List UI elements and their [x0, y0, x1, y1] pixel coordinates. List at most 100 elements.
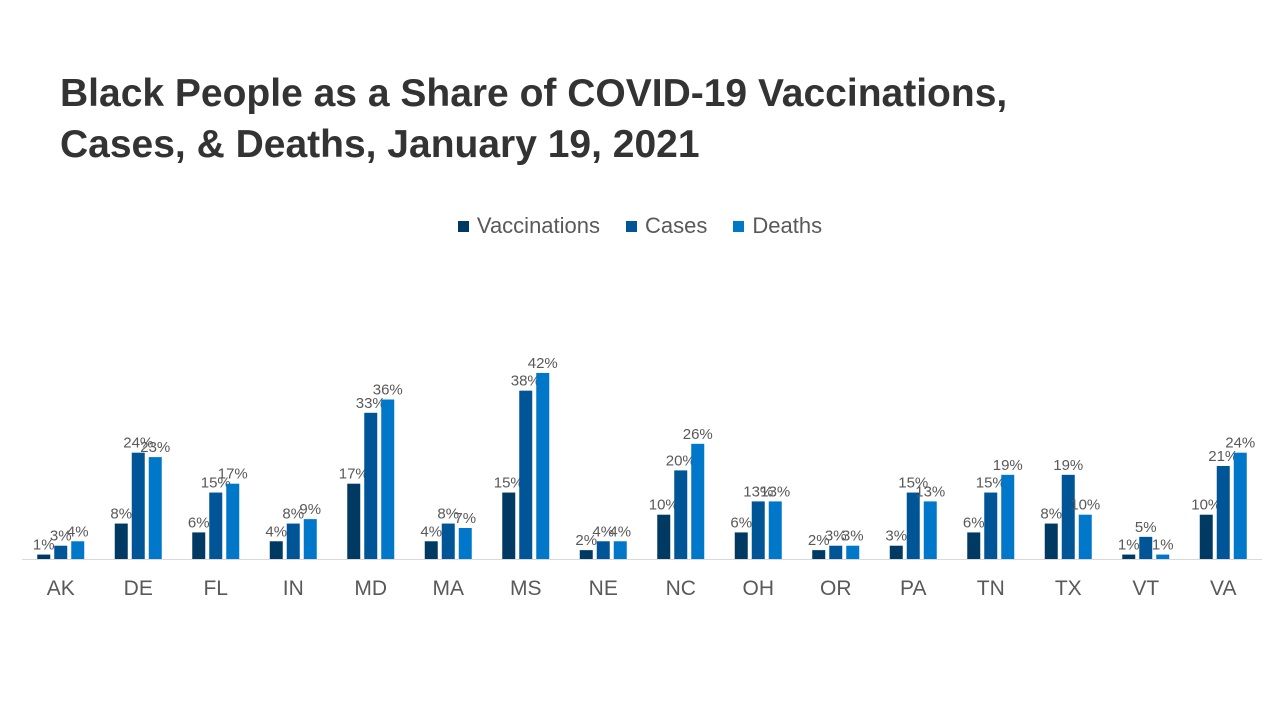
bar-deaths-md — [381, 399, 395, 559]
bar-vaccinations-ma — [424, 541, 438, 559]
data-label-cases-md: 33% — [356, 395, 386, 412]
x-tick-label-tx: TX — [1055, 577, 1082, 600]
data-label-deaths-ak: 4% — [67, 523, 89, 540]
data-label-deaths-tx: 10% — [1070, 497, 1100, 514]
x-tick-label-pa: PA — [900, 577, 926, 600]
data-label-vaccinations-in: 4% — [265, 523, 287, 540]
bar-vaccinations-de — [114, 523, 128, 559]
bar-cases-ak — [54, 545, 68, 559]
data-label-deaths-ms: 42% — [528, 355, 558, 372]
data-label-vaccinations-md: 17% — [339, 466, 369, 483]
x-tick-label-va: VA — [1210, 577, 1236, 600]
data-label-cases-tx: 19% — [1053, 457, 1083, 474]
bar-vaccinations-fl — [192, 532, 206, 559]
bar-deaths-ma — [458, 527, 472, 559]
bar-deaths-or — [846, 545, 860, 559]
bar-vaccinations-ne — [579, 550, 593, 559]
data-label-deaths-tn: 19% — [993, 457, 1023, 474]
data-label-cases-ms: 38% — [511, 373, 541, 390]
bar-vaccinations-vt — [1122, 554, 1136, 559]
x-tick-label-ms: MS — [510, 577, 542, 600]
x-tick-label-ak: AK — [47, 577, 75, 600]
data-label-vaccinations-vt: 1% — [1118, 537, 1140, 554]
bar-cases-oh — [751, 501, 765, 559]
data-label-vaccinations-oh: 6% — [730, 514, 752, 531]
data-label-deaths-oh: 13% — [760, 483, 790, 500]
bar-vaccinations-nc — [657, 514, 671, 559]
x-tick-label-ne: NE — [589, 577, 618, 600]
data-label-cases-vt: 5% — [1135, 519, 1157, 536]
bar-vaccinations-oh — [734, 532, 748, 559]
bar-deaths-vt — [1156, 554, 1170, 559]
chart-legend: Vaccinations Cases Deaths — [0, 211, 1280, 241]
data-label-cases-or: 3% — [825, 528, 847, 545]
data-label-vaccinations-ma: 4% — [420, 523, 442, 540]
bar-cases-in — [286, 523, 300, 559]
bar-cases-nc — [674, 470, 688, 559]
data-label-vaccinations-ak: 1% — [33, 537, 55, 554]
data-label-vaccinations-ms: 15% — [494, 475, 524, 492]
data-label-cases-fl: 15% — [201, 475, 231, 492]
x-tick-label-nc: NC — [666, 577, 696, 600]
bar-cases-tn — [984, 492, 998, 559]
bar-deaths-de — [148, 457, 162, 559]
data-label-vaccinations-va: 10% — [1191, 497, 1221, 514]
data-label-cases-de: 24% — [123, 435, 153, 452]
data-label-cases-ne: 4% — [592, 523, 614, 540]
data-label-deaths-in: 9% — [299, 501, 321, 518]
x-tick-label-oh: OH — [743, 577, 775, 600]
bar-vaccinations-pa — [889, 545, 903, 559]
x-tick-label-ma: MA — [433, 577, 465, 600]
bar-cases-vt — [1139, 536, 1153, 559]
bar-deaths-ne — [613, 541, 627, 559]
bar-vaccinations-ak — [37, 554, 51, 559]
legend-label-deaths: Deaths — [752, 213, 823, 238]
bar-cases-ms — [519, 390, 533, 559]
data-label-deaths-pa: 13% — [915, 483, 945, 500]
bar-vaccinations-ms — [502, 492, 516, 559]
data-label-vaccinations-pa: 3% — [885, 528, 907, 545]
legend-item-vaccinations: Vaccinations — [457, 213, 600, 239]
legend-swatch-cases — [626, 220, 638, 232]
chart-title-line-1: Black People as a Share of COVID-19 Vacc… — [60, 72, 1008, 115]
legend-item-cases: Cases — [626, 213, 707, 239]
bar-deaths-nc — [691, 443, 705, 559]
chart-title: Black People as a Share of COVID-19 Vacc… — [60, 68, 1220, 170]
data-label-deaths-nc: 26% — [683, 426, 713, 443]
data-label-cases-tn: 15% — [976, 475, 1006, 492]
data-label-vaccinations-or: 2% — [808, 532, 830, 549]
bar-deaths-tx — [1078, 514, 1092, 559]
data-label-vaccinations-nc: 10% — [649, 497, 679, 514]
legend-swatch-deaths — [733, 220, 745, 232]
data-label-deaths-ne: 4% — [609, 523, 631, 540]
data-label-deaths-or: 3% — [842, 528, 864, 545]
bar-vaccinations-md — [347, 483, 361, 559]
bar-cases-md — [364, 412, 378, 559]
x-tick-label-or: OR — [820, 577, 852, 600]
data-label-deaths-ma: 7% — [454, 510, 476, 527]
legend-item-deaths: Deaths — [733, 213, 822, 239]
data-label-cases-nc: 20% — [666, 452, 696, 469]
bar-cases-de — [131, 452, 145, 559]
data-label-vaccinations-ne: 2% — [575, 532, 597, 549]
data-label-cases-oh: 13% — [743, 483, 773, 500]
bar-cases-va — [1216, 465, 1230, 559]
x-tick-label-de: DE — [124, 577, 153, 600]
x-tick-label-md: MD — [354, 577, 387, 600]
data-label-deaths-fl: 17% — [218, 466, 248, 483]
bar-deaths-pa — [923, 501, 937, 559]
data-label-deaths-vt: 1% — [1152, 537, 1174, 554]
legend-label-cases: Cases — [645, 213, 708, 238]
bar-vaccinations-tn — [967, 532, 981, 559]
bar-cases-fl — [209, 492, 223, 559]
legend-swatch-vaccinations — [457, 220, 469, 232]
bar-deaths-tn — [1001, 474, 1015, 559]
chart-title-line-2: Cases, & Deaths, January 19, 2021 — [60, 123, 700, 166]
bar-cases-ma — [441, 523, 455, 559]
x-tick-label-fl: FL — [203, 577, 228, 600]
bar-deaths-ms — [536, 372, 550, 559]
bar-cases-pa — [906, 492, 920, 559]
bar-deaths-fl — [226, 483, 240, 559]
data-label-vaccinations-de: 8% — [110, 506, 132, 523]
